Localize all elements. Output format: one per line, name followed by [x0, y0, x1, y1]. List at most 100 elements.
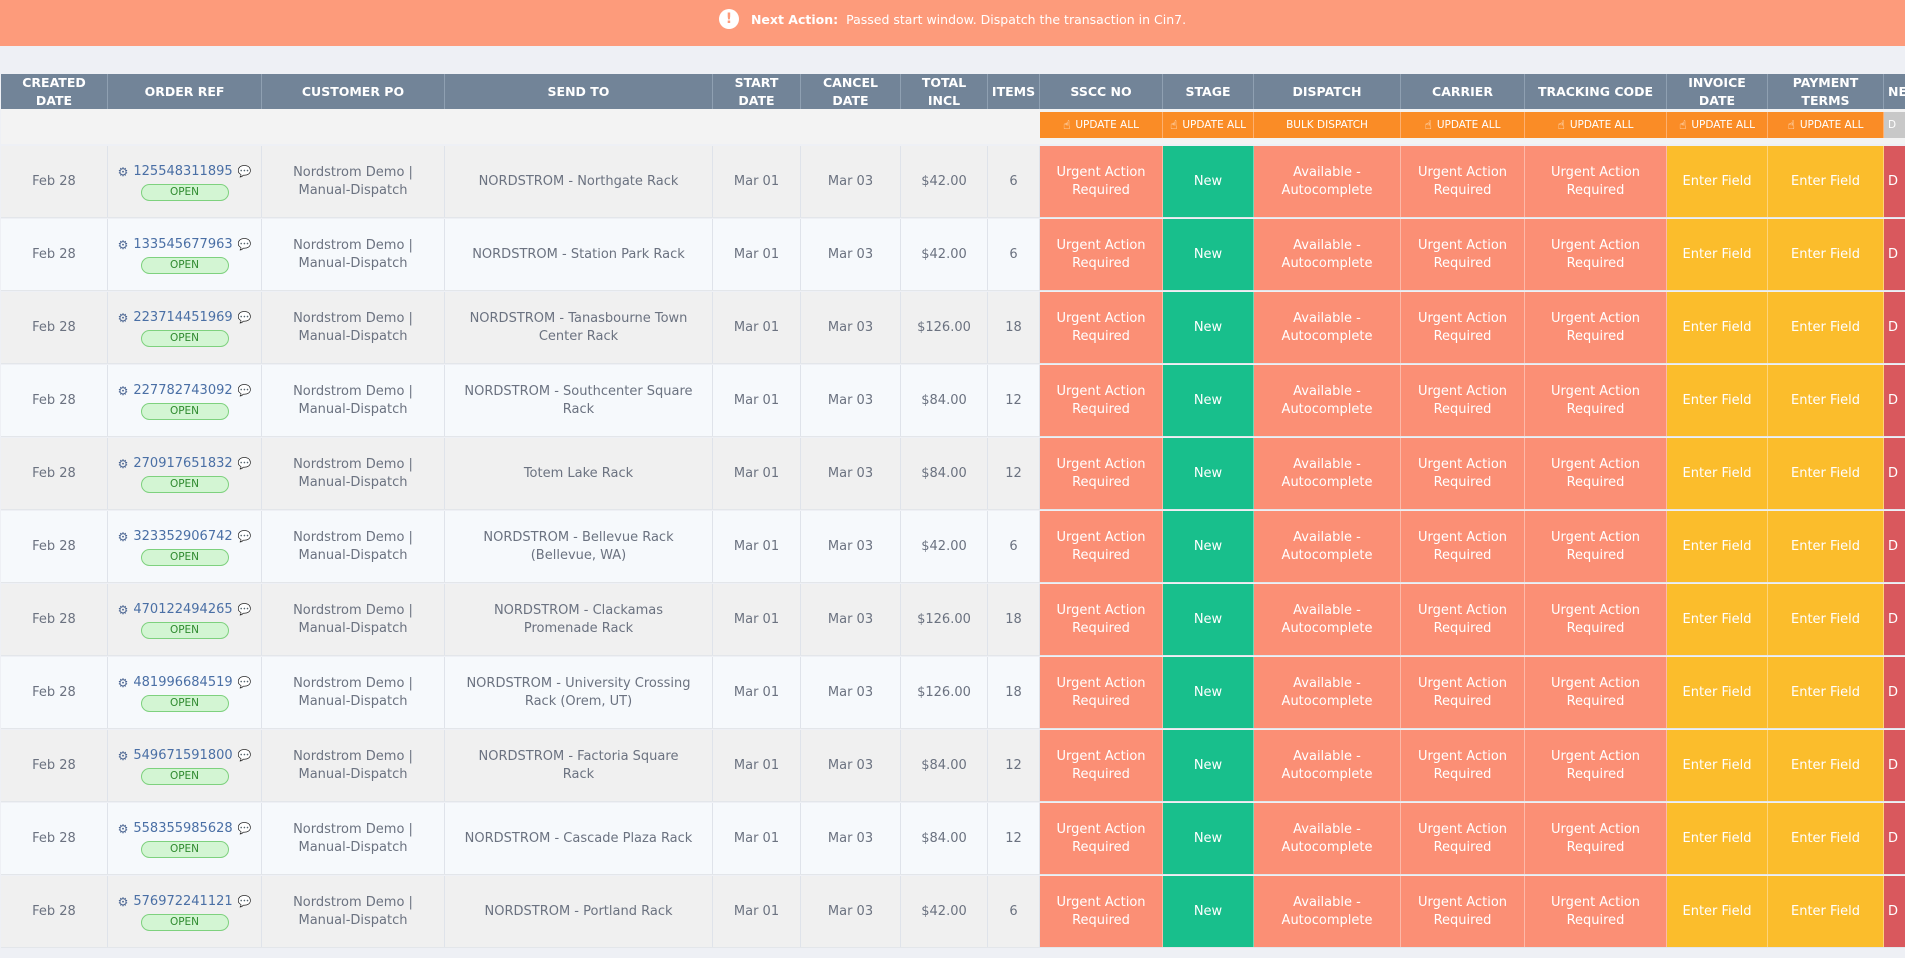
- carrier-status-cell[interactable]: Urgent Action Required: [1401, 876, 1525, 947]
- tracking-status-cell[interactable]: Urgent Action Required: [1525, 146, 1667, 217]
- tracking-status-cell[interactable]: Urgent Action Required: [1525, 292, 1667, 363]
- order-ref-link[interactable]: 549671591800: [133, 747, 233, 763]
- stage-status-cell[interactable]: New: [1163, 146, 1254, 217]
- col-customer-po[interactable]: CUSTOMER PO: [262, 74, 445, 109]
- order-ref-link[interactable]: 470122494265: [133, 601, 233, 617]
- payment-update-all-button[interactable]: ☝ UPDATE ALL: [1768, 112, 1884, 138]
- col-dispatch[interactable]: DISPATCH: [1254, 74, 1401, 109]
- table-row[interactable]: Feb 28 ⚙ 323352906742 💬 OPEN Nordstrom Demo |…: [1, 511, 1905, 583]
- carrier-status-cell[interactable]: Urgent Action Required: [1401, 511, 1525, 582]
- order-ref-link[interactable]: 223714451969: [133, 309, 233, 325]
- dispatch-status-cell[interactable]: Available - Autocomplete: [1254, 730, 1401, 801]
- payment-terms-field[interactable]: Enter Field: [1768, 365, 1884, 436]
- dispatch-status-cell[interactable]: Available - Autocomplete: [1254, 803, 1401, 874]
- comment-icon[interactable]: 💬: [237, 237, 252, 251]
- carrier-status-cell[interactable]: Urgent Action Required: [1401, 146, 1525, 217]
- next-status-cell[interactable]: D: [1884, 438, 1905, 509]
- next-status-cell[interactable]: D: [1884, 146, 1905, 217]
- table-row[interactable]: Feb 28 ⚙ 558355985628 💬 OPEN Nordstrom Demo |…: [1, 803, 1905, 875]
- tracking-status-cell[interactable]: Urgent Action Required: [1525, 730, 1667, 801]
- gear-icon[interactable]: ⚙: [117, 310, 129, 325]
- dispatch-status-cell[interactable]: Available - Autocomplete: [1254, 876, 1401, 947]
- sscc-status-cell[interactable]: Urgent Action Required: [1040, 292, 1163, 363]
- invoice-date-field[interactable]: Enter Field: [1667, 438, 1768, 509]
- tracking-update-all-button[interactable]: ☝ UPDATE ALL: [1525, 112, 1667, 138]
- comment-icon[interactable]: 💬: [237, 675, 252, 689]
- stage-status-cell[interactable]: New: [1163, 876, 1254, 947]
- invoice-date-field[interactable]: Enter Field: [1667, 365, 1768, 436]
- tracking-status-cell[interactable]: Urgent Action Required: [1525, 438, 1667, 509]
- tracking-status-cell[interactable]: Urgent Action Required: [1525, 511, 1667, 582]
- table-row[interactable]: Feb 28 ⚙ 133545677963 💬 OPEN Nordstrom Demo |…: [1, 219, 1905, 291]
- stage-status-cell[interactable]: New: [1163, 584, 1254, 655]
- stage-status-cell[interactable]: New: [1163, 803, 1254, 874]
- invoice-date-field[interactable]: Enter Field: [1667, 876, 1768, 947]
- comment-icon[interactable]: 💬: [237, 529, 252, 543]
- order-ref-link[interactable]: 323352906742: [133, 528, 233, 544]
- dispatch-status-cell[interactable]: Available - Autocomplete: [1254, 511, 1401, 582]
- gear-icon[interactable]: ⚙: [117, 675, 129, 690]
- order-ref-link[interactable]: 481996684519: [133, 674, 233, 690]
- gear-icon[interactable]: ⚙: [117, 237, 129, 252]
- carrier-status-cell[interactable]: Urgent Action Required: [1401, 292, 1525, 363]
- order-ref-link[interactable]: 125548311895: [133, 163, 233, 179]
- order-ref-link[interactable]: 133545677963: [133, 236, 233, 252]
- col-carrier[interactable]: CARRIER: [1401, 74, 1525, 109]
- table-row[interactable]: Feb 28 ⚙ 549671591800 💬 OPEN Nordstrom Demo |…: [1, 730, 1905, 802]
- comment-icon[interactable]: 💬: [237, 383, 252, 397]
- next-status-cell[interactable]: D: [1884, 876, 1905, 947]
- stage-status-cell[interactable]: New: [1163, 365, 1254, 436]
- tracking-status-cell[interactable]: Urgent Action Required: [1525, 584, 1667, 655]
- invoice-date-field[interactable]: Enter Field: [1667, 511, 1768, 582]
- stage-status-cell[interactable]: New: [1163, 511, 1254, 582]
- payment-terms-field[interactable]: Enter Field: [1768, 511, 1884, 582]
- sscc-status-cell[interactable]: Urgent Action Required: [1040, 876, 1163, 947]
- sscc-status-cell[interactable]: Urgent Action Required: [1040, 657, 1163, 728]
- stage-status-cell[interactable]: New: [1163, 292, 1254, 363]
- next-status-cell[interactable]: D: [1884, 219, 1905, 290]
- carrier-status-cell[interactable]: Urgent Action Required: [1401, 365, 1525, 436]
- next-status-cell[interactable]: D: [1884, 365, 1905, 436]
- carrier-status-cell[interactable]: Urgent Action Required: [1401, 438, 1525, 509]
- col-order-ref[interactable]: ORDER REF: [108, 74, 262, 109]
- table-row[interactable]: Feb 28 ⚙ 481996684519 💬 OPEN Nordstrom Demo |…: [1, 657, 1905, 729]
- comment-icon[interactable]: 💬: [237, 602, 252, 616]
- invoice-update-all-button[interactable]: ☝ UPDATE ALL: [1667, 112, 1768, 138]
- sscc-update-all-button[interactable]: ☝ UPDATE ALL: [1040, 112, 1163, 138]
- table-row[interactable]: Feb 28 ⚙ 227782743092 💬 OPEN Nordstrom Demo |…: [1, 365, 1905, 437]
- invoice-date-field[interactable]: Enter Field: [1667, 803, 1768, 874]
- invoice-date-field[interactable]: Enter Field: [1667, 219, 1768, 290]
- dispatch-status-cell[interactable]: Available - Autocomplete: [1254, 146, 1401, 217]
- dispatch-status-cell[interactable]: Available - Autocomplete: [1254, 438, 1401, 509]
- next-status-cell[interactable]: D: [1884, 657, 1905, 728]
- invoice-date-field[interactable]: Enter Field: [1667, 292, 1768, 363]
- payment-terms-field[interactable]: Enter Field: [1768, 584, 1884, 655]
- payment-terms-field[interactable]: Enter Field: [1768, 803, 1884, 874]
- dispatch-status-cell[interactable]: Available - Autocomplete: [1254, 292, 1401, 363]
- comment-icon[interactable]: 💬: [237, 456, 252, 470]
- invoice-date-field[interactable]: Enter Field: [1667, 584, 1768, 655]
- carrier-status-cell[interactable]: Urgent Action Required: [1401, 657, 1525, 728]
- dispatch-status-cell[interactable]: Available - Autocomplete: [1254, 365, 1401, 436]
- payment-terms-field[interactable]: Enter Field: [1768, 730, 1884, 801]
- gear-icon[interactable]: ⚙: [117, 602, 129, 617]
- col-next[interactable]: NE: [1884, 74, 1905, 109]
- carrier-status-cell[interactable]: Urgent Action Required: [1401, 584, 1525, 655]
- gear-icon[interactable]: ⚙: [117, 529, 129, 544]
- invoice-date-field[interactable]: Enter Field: [1667, 657, 1768, 728]
- stage-status-cell[interactable]: New: [1163, 730, 1254, 801]
- gear-icon[interactable]: ⚙: [117, 164, 129, 179]
- payment-terms-field[interactable]: Enter Field: [1768, 438, 1884, 509]
- tracking-status-cell[interactable]: Urgent Action Required: [1525, 219, 1667, 290]
- col-sscc-no[interactable]: SSCC NO: [1040, 74, 1163, 109]
- tracking-status-cell[interactable]: Urgent Action Required: [1525, 657, 1667, 728]
- comment-icon[interactable]: 💬: [237, 748, 252, 762]
- gear-icon[interactable]: ⚙: [117, 821, 129, 836]
- sscc-status-cell[interactable]: Urgent Action Required: [1040, 730, 1163, 801]
- table-row[interactable]: Feb 28 ⚙ 470122494265 💬 OPEN Nordstrom Demo |…: [1, 584, 1905, 656]
- invoice-date-field[interactable]: Enter Field: [1667, 146, 1768, 217]
- sscc-status-cell[interactable]: Urgent Action Required: [1040, 365, 1163, 436]
- stage-status-cell[interactable]: New: [1163, 438, 1254, 509]
- tracking-status-cell[interactable]: Urgent Action Required: [1525, 365, 1667, 436]
- table-row[interactable]: Feb 28 ⚙ 576972241121 💬 OPEN Nordstrom Demo |…: [1, 876, 1905, 948]
